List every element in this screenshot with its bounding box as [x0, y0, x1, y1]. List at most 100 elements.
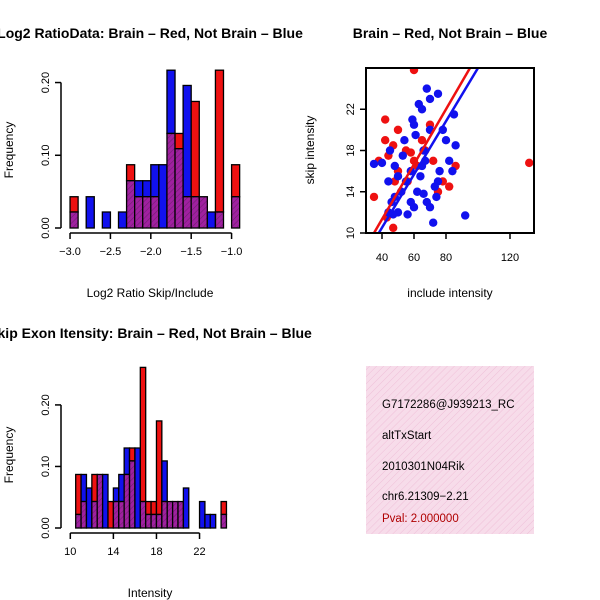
bar-overlap [155, 513, 163, 529]
bar-overlap [174, 148, 184, 229]
bar-overlap [75, 513, 82, 529]
point-brain [406, 148, 415, 157]
x-tick-label: 80 [440, 252, 452, 264]
point-brain [393, 125, 403, 135]
bar-brain [69, 196, 79, 213]
intensity-histogram-ylabel: Frequency [2, 427, 16, 484]
point-not-brain [411, 130, 420, 140]
bar-overlap [190, 196, 200, 229]
ratio-histogram-bars [69, 69, 241, 229]
y-tick-label: 0.10 [40, 456, 52, 477]
bar-not-brain [161, 460, 168, 503]
bar-brain [75, 473, 82, 516]
bar-brain [230, 164, 241, 198]
bar-not-brain [134, 447, 141, 529]
fit-line-brain [372, 68, 472, 233]
bar-brain [107, 500, 115, 529]
point-brain [381, 135, 390, 145]
bar-overlap [118, 500, 125, 529]
point-not-brain [409, 120, 419, 129]
bar-not-brain [150, 164, 160, 198]
bar-not-brain [209, 513, 217, 529]
bar-overlap [150, 196, 160, 229]
point-not-brain [398, 151, 407, 160]
intensity-histogram-bars [75, 366, 228, 529]
bar-brain [91, 473, 98, 503]
point-not-brain [451, 141, 460, 150]
x-tick-label: −2.0 [140, 246, 162, 258]
scatter-ylabel: skip intensity [303, 116, 317, 185]
bar-overlap [150, 513, 158, 529]
point-not-brain [441, 135, 451, 145]
bar-not-brain [118, 473, 125, 503]
bar-overlap [145, 513, 152, 529]
x-tick-label: 10 [64, 546, 76, 558]
bar-brain [155, 420, 163, 516]
point-not-brain [419, 189, 428, 199]
point-brain [369, 192, 379, 202]
point-not-brain [409, 203, 419, 212]
scatter-panel: Brain – Red, Not Brain – Blue 40 60 80 120 1… [303, 25, 547, 300]
point-not-brain [393, 172, 403, 181]
point-not-brain [384, 177, 393, 186]
y-tick-label: 22 [345, 103, 357, 115]
intensity-histogram-axes: 10 14 18 22 0.00 0.10 0.20 [40, 394, 206, 558]
x-tick-label: 60 [408, 252, 420, 264]
bar-brain [128, 447, 136, 462]
scatter-title: Brain – Red, Not Brain – Blue [353, 25, 548, 41]
y-tick-label: 0.00 [40, 517, 52, 538]
point-brain [429, 156, 438, 166]
ratio-histogram-panel: Log2 RatioData: Brain – Red, Not Brain –… [0, 25, 303, 300]
y-tick-label: 0.10 [40, 145, 52, 166]
bar-overlap [161, 500, 168, 529]
bar-brain [125, 164, 136, 182]
x-tick-label: 40 [376, 252, 388, 264]
bar-not-brain [158, 164, 168, 229]
x-tick-label: 120 [501, 252, 519, 264]
point-brain [409, 68, 419, 75]
bar-not-brain [204, 513, 211, 529]
x-tick-label: −3.0 [59, 246, 81, 258]
bar-not-brain [198, 500, 206, 529]
bar-overlap [80, 500, 88, 529]
scatter-axes: 40 60 80 120 10 14 18 22 [345, 67, 535, 264]
point-not-brain [445, 156, 454, 166]
scatter-xlabel: include intensity [407, 286, 492, 300]
fit-line-not-brain [377, 68, 480, 233]
bar-overlap [198, 196, 208, 229]
bar-not-brain [206, 211, 217, 229]
point-not-brain [461, 211, 470, 220]
bar-overlap [91, 500, 98, 529]
bar-overlap [230, 196, 241, 229]
bar-overlap [139, 500, 147, 529]
intensity-histogram-title: Skip Exon Itensity: Brain – Red, Not Bra… [0, 325, 312, 341]
bar-overlap [214, 211, 225, 229]
bar-brain [150, 500, 158, 516]
bar-not-brain [166, 69, 176, 135]
point-brain [381, 115, 390, 124]
info-location: chr6.21309−2.21 [382, 491, 469, 503]
point-not-brain [385, 146, 395, 155]
bar-not-brain [85, 487, 93, 529]
bar-brain [174, 132, 184, 150]
bar-overlap [123, 473, 131, 529]
bar-not-brain [117, 211, 128, 229]
bar-brain [145, 500, 152, 516]
point-not-brain [435, 166, 444, 176]
x-tick-label: 22 [193, 546, 205, 558]
bar-overlap [220, 513, 228, 529]
info-probe-id: G7172286@J939213_RC [382, 399, 515, 411]
bar-overlap [134, 196, 144, 229]
x-tick-label: 14 [107, 546, 119, 558]
bar-overlap [128, 460, 136, 529]
bar-not-brain [85, 196, 95, 229]
ratio-histogram-axes: −3.0 −2.5 −2.0 −1.5 −1.0 0.00 0.10 0.20 [40, 72, 242, 258]
point-not-brain [448, 166, 457, 176]
point-brain [417, 135, 427, 145]
bar-not-brain [182, 487, 190, 529]
bar-brain [214, 69, 225, 213]
point-not-brain [416, 172, 425, 181]
bar-overlap [112, 500, 120, 529]
bar-not-brain [123, 447, 131, 476]
bar-brain [220, 500, 228, 516]
